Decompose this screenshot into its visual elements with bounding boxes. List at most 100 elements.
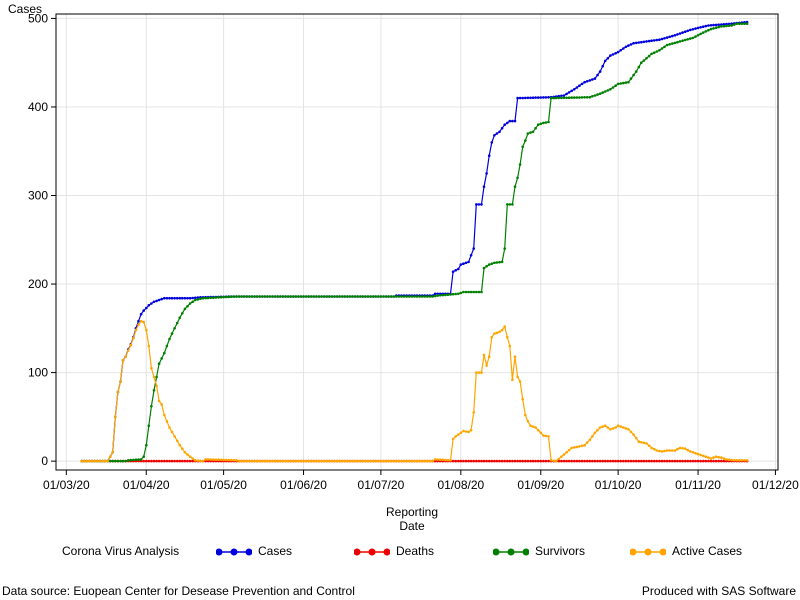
data-point — [480, 371, 483, 374]
data-point — [85, 459, 89, 463]
data-point — [472, 459, 476, 463]
y-tick-label: 100 — [28, 366, 48, 380]
data-point — [163, 351, 166, 355]
data-point — [353, 295, 357, 298]
data-point — [575, 96, 579, 99]
software-footnote: Produced with SAS Software — [641, 584, 796, 598]
data-point — [457, 433, 460, 436]
data-point — [508, 459, 512, 463]
data-point — [250, 459, 254, 463]
data-point — [524, 139, 527, 142]
data-point — [441, 293, 445, 297]
data-point — [513, 355, 517, 359]
data-point — [513, 119, 517, 123]
data-point — [160, 297, 163, 301]
data-point — [173, 435, 176, 438]
data-point — [549, 96, 553, 100]
data-point — [150, 404, 153, 408]
data-point — [539, 431, 543, 435]
data-point — [544, 121, 548, 124]
data-point — [534, 126, 537, 130]
data-point — [209, 458, 212, 461]
data-point — [379, 459, 383, 463]
data-point — [475, 371, 478, 374]
data-point — [704, 24, 708, 28]
data-point — [413, 295, 416, 298]
data-point — [119, 459, 122, 463]
data-point — [640, 61, 643, 64]
data-point — [291, 459, 295, 463]
data-point — [671, 459, 674, 463]
data-point — [423, 459, 427, 463]
data-point — [730, 458, 733, 462]
data-point — [503, 459, 507, 463]
data-point — [157, 298, 161, 302]
data-point — [547, 96, 550, 99]
data-point — [681, 31, 684, 34]
data-point — [668, 449, 671, 452]
data-point — [534, 426, 537, 429]
data-point — [699, 453, 702, 457]
data-point — [598, 70, 602, 73]
data-point — [338, 459, 341, 463]
data-point — [570, 89, 573, 93]
data-point — [611, 427, 615, 430]
data-point — [738, 459, 741, 462]
data-point — [544, 459, 548, 463]
data-point — [516, 96, 519, 100]
y-axis-label: Cases — [8, 2, 42, 16]
data-point — [297, 295, 300, 298]
data-point — [601, 64, 604, 68]
data-point — [155, 459, 158, 463]
data-point — [312, 459, 316, 463]
data-point — [588, 79, 592, 82]
data-point — [204, 296, 207, 300]
data-point — [88, 459, 91, 463]
data-point — [573, 96, 576, 99]
data-point — [712, 27, 715, 30]
data-point — [408, 459, 411, 463]
data-point — [701, 459, 705, 463]
data-point — [170, 459, 174, 463]
data-point — [379, 295, 383, 298]
data-point — [627, 44, 630, 47]
data-point — [199, 459, 202, 463]
data-point — [727, 458, 731, 462]
data-point — [676, 447, 679, 451]
legend-swatch — [493, 548, 529, 556]
data-point — [242, 459, 246, 463]
data-point — [490, 141, 494, 144]
data-point — [116, 459, 120, 463]
data-point — [665, 43, 669, 47]
data-point — [413, 459, 416, 463]
data-point — [160, 403, 163, 406]
data-point — [284, 459, 287, 463]
data-point — [668, 459, 671, 463]
data-point — [420, 459, 424, 463]
data-point — [255, 295, 259, 298]
data-point — [506, 459, 509, 463]
data-point — [206, 458, 210, 461]
data-point — [506, 335, 509, 339]
data-point — [142, 320, 145, 324]
data-point — [374, 459, 378, 463]
data-point — [732, 23, 736, 26]
data-point — [634, 41, 638, 45]
data-point — [451, 270, 455, 274]
data-point — [245, 459, 249, 463]
data-point — [511, 459, 514, 463]
data-point — [175, 459, 179, 463]
data-point — [444, 293, 447, 297]
data-point — [495, 132, 499, 135]
data-point — [596, 428, 599, 432]
data-point — [382, 295, 385, 298]
data-point — [526, 420, 530, 423]
data-point — [224, 295, 228, 299]
data-point — [436, 294, 439, 297]
data-point — [139, 319, 143, 323]
data-point — [655, 38, 659, 42]
data-point — [482, 353, 486, 357]
data-point — [542, 96, 545, 99]
data-point — [462, 429, 465, 433]
data-point — [248, 295, 251, 298]
